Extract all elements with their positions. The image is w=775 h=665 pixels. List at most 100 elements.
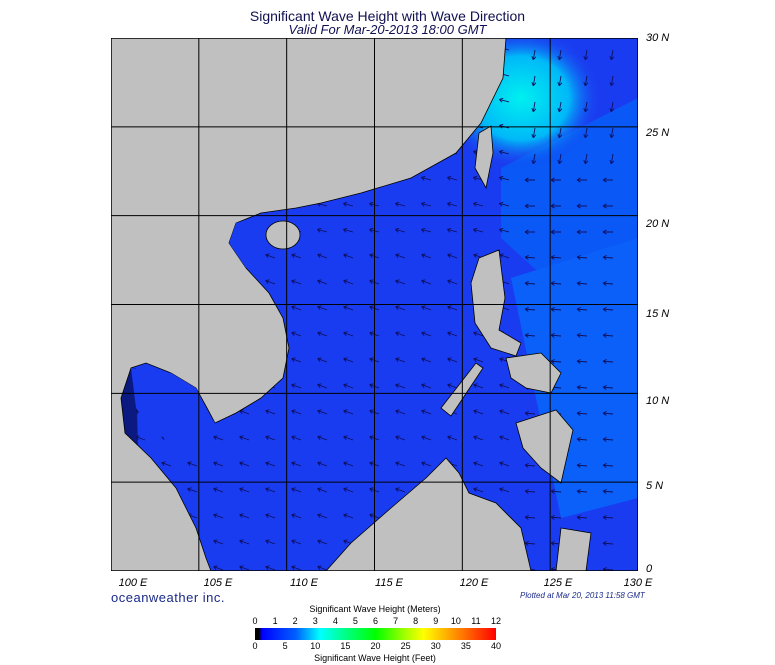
wave-direction-arrow [265, 539, 276, 545]
wave-direction-arrow [343, 331, 354, 337]
land-sulawesi [555, 527, 592, 571]
wave-direction-arrow [317, 409, 328, 415]
wave-direction-arrow [135, 435, 146, 441]
oceanweather-logo: oceanweather inc. [111, 590, 226, 605]
wave-direction-arrow [557, 153, 563, 165]
wave-direction-arrow [395, 253, 406, 259]
colorbar-meter-ticks: 0 1 2 3 4 5 6 7 8 9 10 11 12 [248, 616, 508, 628]
meter-tick: 6 [372, 616, 378, 626]
wave-direction-arrow [421, 461, 432, 467]
wave-direction-arrow [576, 203, 587, 209]
lon-label: 125 E [543, 577, 573, 589]
wave-direction-arrow [447, 331, 458, 337]
lon-label: 110 E [290, 577, 318, 589]
wave-direction-arrow [395, 383, 406, 389]
wave-direction-arrow [395, 409, 406, 415]
wave-direction-arrow [609, 153, 615, 165]
wave-direction-arrow [550, 332, 562, 338]
wave-direction-arrow [499, 201, 510, 207]
wave-direction-arrow [473, 201, 484, 207]
wave-direction-arrow [499, 97, 510, 103]
wave-direction-arrow [524, 410, 536, 416]
wave-direction-arrow [161, 461, 172, 467]
wave-direction-arrow [499, 409, 510, 415]
wave-direction-arrow [473, 409, 484, 415]
wave-direction-arrow [550, 203, 561, 209]
wave-direction-arrow [395, 331, 406, 337]
wave-direction-arrow [343, 383, 354, 389]
wave-direction-arrow [531, 127, 537, 139]
wave-direction-arrow [557, 75, 563, 87]
wave-direction-arrow [447, 279, 458, 285]
wave-direction-arrow [395, 487, 406, 493]
meter-tick: 2 [292, 616, 298, 626]
wave-direction-arrow [317, 513, 328, 519]
wave-direction-arrow [291, 435, 302, 441]
wave-direction-arrow [447, 357, 458, 363]
wave-direction-arrow [317, 253, 328, 259]
land-mindanao [515, 409, 574, 484]
wave-direction-arrow [602, 280, 614, 286]
wave-direction-arrow [602, 203, 613, 209]
wave-direction-arrow [343, 487, 354, 493]
wave-direction-arrow [550, 177, 561, 183]
wave-direction-arrow [576, 306, 588, 312]
wave-direction-arrow [395, 357, 406, 363]
wave-direction-arrow [291, 357, 302, 363]
wave-direction-arrow [187, 461, 198, 467]
wave-direction-arrow [213, 513, 224, 519]
meter-tick: 11 [471, 616, 481, 626]
wave-direction-arrow [213, 539, 224, 545]
wave-direction-arrow [447, 175, 458, 181]
wave-direction-arrow [265, 435, 276, 441]
wave-direction-arrow [317, 305, 328, 311]
wave-direction-arrow [576, 514, 588, 520]
lon-label: 100 E [118, 577, 148, 589]
wave-direction-arrow [473, 227, 484, 233]
lon-label: 105 E [203, 577, 233, 589]
wave-direction-arrow [317, 331, 328, 337]
wave-direction-arrow [265, 409, 276, 415]
wave-direction-arrow [421, 175, 432, 181]
wave-direction-arrow [187, 487, 198, 493]
wave-direction-arrow [524, 177, 535, 183]
wave-direction-arrow [550, 358, 562, 364]
wave-direction-arrow [576, 462, 588, 468]
wave-direction-arrow [447, 383, 458, 389]
feet-tick: 35 [460, 641, 471, 651]
wave-direction-arrow [343, 305, 354, 311]
wave-direction-arrow [421, 331, 432, 337]
lat-label: 10 N [646, 395, 670, 407]
wave-direction-arrow [239, 435, 250, 441]
wave-direction-arrow [602, 306, 614, 312]
wave-direction-arrow [602, 540, 614, 546]
wave-direction-arrow [421, 201, 432, 207]
lon-label: 130 E [623, 577, 653, 589]
wave-direction-arrow [317, 279, 328, 285]
wave-direction-arrow [531, 75, 537, 87]
lat-label: 25 N [646, 127, 670, 139]
land-borneo [325, 457, 532, 571]
wave-direction-arrow [317, 383, 328, 389]
wave-direction-arrow [499, 383, 510, 389]
wave-direction-arrow [602, 332, 614, 338]
wave-direction-arrow [447, 253, 458, 259]
wave-direction-arrow [447, 201, 458, 207]
wave-direction-arrow [421, 279, 432, 285]
wave-direction-arrow [291, 461, 302, 467]
wave-direction-arrow [602, 229, 613, 235]
wave-direction-arrow [317, 565, 328, 571]
feet-tick: 20 [370, 641, 381, 651]
wave-direction-arrow [291, 279, 302, 285]
meter-tick: 1 [272, 616, 278, 626]
wave-direction-arrow [317, 539, 328, 545]
meter-tick: 10 [450, 616, 461, 626]
colorbar-title-meters: Significant Wave Height (Meters) [309, 604, 441, 614]
wave-direction-arrow [524, 203, 535, 209]
wave-direction-arrow [576, 410, 588, 416]
wave-direction-arrow [265, 253, 276, 259]
wave-direction-arrow [421, 253, 432, 259]
wave-direction-arrow [602, 488, 614, 494]
lat-label: 5 N [646, 480, 664, 492]
wave-direction-arrow [265, 513, 276, 519]
